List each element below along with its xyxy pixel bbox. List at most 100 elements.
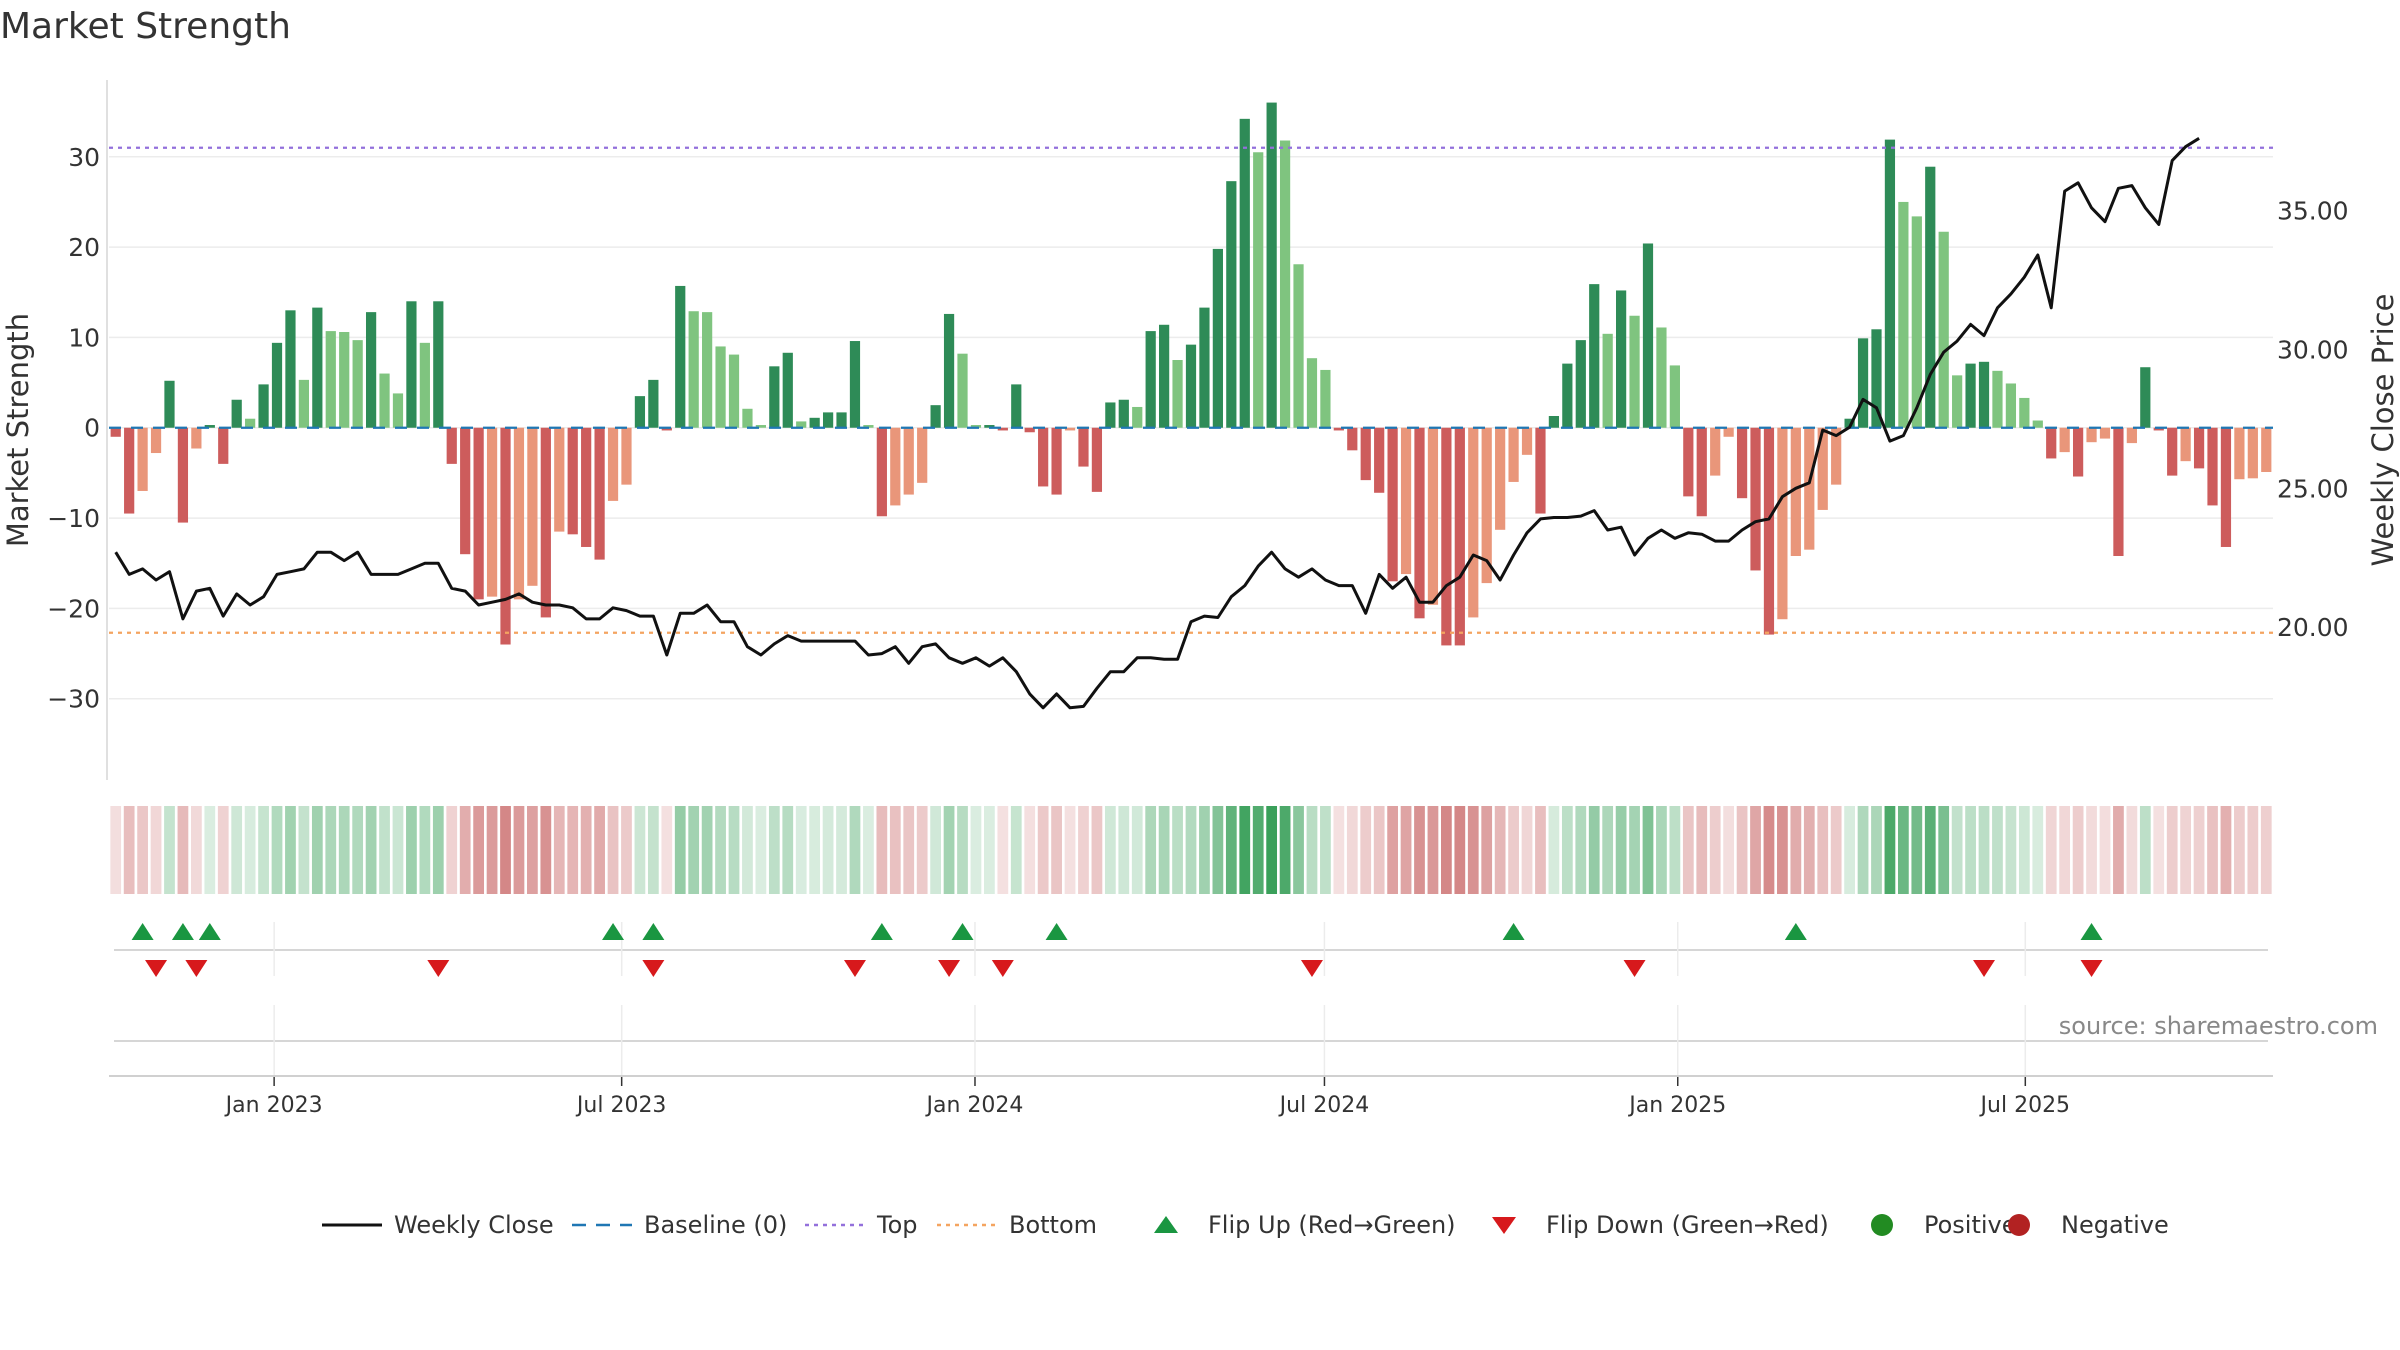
strength-bar	[1374, 427, 1385, 493]
right-tick-label: 35.00	[2277, 197, 2349, 226]
flip-down-marker	[2080, 960, 2103, 977]
heat-cell	[984, 806, 995, 894]
strength-bar	[957, 353, 968, 428]
strength-bar	[218, 427, 229, 464]
legend-triangle-down-icon	[1492, 1217, 1516, 1234]
heat-cell	[1978, 806, 1990, 894]
strength-bar	[2046, 427, 2057, 459]
strength-bar	[1400, 427, 1412, 575]
strength-bar	[2261, 427, 2272, 472]
flip-up-marker	[602, 923, 625, 940]
source-note: source: sharemaestro.com	[2058, 1012, 2378, 1040]
heat-cell	[1723, 806, 1735, 894]
strength-bar	[1266, 102, 1277, 428]
strength-bar	[1495, 427, 1506, 530]
strength-bar	[715, 346, 726, 428]
strength-bar	[1575, 340, 1586, 428]
right-axis-title: Weekly Close Price	[2366, 294, 2400, 567]
strength-bar	[1790, 427, 1801, 556]
date-tick-label: Jan 2023	[224, 1093, 323, 1118]
strength-bar	[1239, 118, 1250, 428]
heat-cell	[2086, 806, 2097, 894]
strength-bar	[1306, 358, 1318, 428]
heat-cell	[2180, 806, 2192, 894]
strength-bar	[177, 427, 189, 523]
strength-bar	[352, 340, 363, 428]
strength-bar	[1844, 418, 1855, 428]
strength-bar	[1024, 427, 1035, 433]
heat-cell	[2113, 806, 2124, 894]
heat-cell	[1750, 806, 1761, 894]
flip-down-marker	[1973, 960, 1996, 977]
heat-cell	[1656, 806, 1667, 894]
strength-bar	[1978, 361, 1990, 428]
legend-symbol	[937, 1223, 997, 1227]
strength-bar	[1763, 427, 1775, 635]
heat-cell	[244, 806, 256, 894]
strength-bar	[339, 332, 350, 428]
heat-cell	[688, 806, 700, 894]
legend: Weekly Close Baseline (0) Top Bottom Flip Up…	[0, 1205, 2400, 1245]
strength-bar	[903, 427, 914, 495]
reference-lines	[109, 146, 2273, 634]
heat-cell	[876, 806, 888, 894]
heat-cell	[755, 806, 767, 894]
heat-cell	[2018, 806, 2030, 894]
heat-cell	[728, 806, 740, 894]
heat-cell	[1225, 806, 1237, 894]
heat-cell	[392, 806, 404, 894]
flip-down-marker	[938, 960, 961, 977]
chart-title: Market Strength	[0, 6, 291, 47]
legend-positive-dot-icon	[1871, 1214, 1893, 1236]
heat-cell	[2247, 806, 2259, 894]
heat-cell	[338, 806, 350, 894]
strength-bar	[849, 341, 861, 428]
strength-bar	[2234, 427, 2245, 480]
strength-bar	[2126, 427, 2137, 444]
heat-cell	[2072, 806, 2084, 894]
strength-bar	[890, 427, 901, 506]
heat-cell	[2207, 806, 2218, 894]
strength-bar	[204, 425, 215, 428]
strength-bar	[325, 331, 336, 428]
heat-cell	[1790, 806, 1802, 894]
strength-bar	[2032, 420, 2043, 428]
legend-symbol	[2008, 1214, 2030, 1236]
strength-bar	[876, 427, 887, 517]
heat-cell	[446, 806, 458, 894]
heat-cell	[567, 806, 579, 894]
strength-bar	[1441, 427, 1452, 646]
strength-bar	[1038, 427, 1049, 487]
strength-bar	[1011, 384, 1022, 428]
strength-bar	[1159, 324, 1170, 428]
heat-cell	[1387, 806, 1398, 894]
left-tick-label: −20	[47, 594, 100, 623]
strength-bar	[1884, 139, 1896, 428]
strength-bar	[1750, 427, 1761, 571]
strength-bar	[822, 412, 834, 428]
heat-cell	[1346, 806, 1358, 894]
heat-cell	[1992, 806, 2003, 894]
flip-down-marker	[642, 960, 665, 977]
strength-bar	[2180, 427, 2191, 462]
strength-bar	[164, 380, 175, 428]
strength-bar	[150, 427, 162, 454]
heat-cell	[1064, 806, 1076, 894]
strength-bar	[1091, 427, 1103, 492]
legend-label: Weekly Close	[394, 1211, 554, 1239]
heat-cell	[1561, 806, 1573, 894]
flip-up-marker	[131, 923, 154, 940]
heat-cell	[1481, 806, 1493, 894]
strength-bar	[298, 379, 310, 428]
strength-bar	[2113, 427, 2124, 556]
date-tick-label: Jul 2023	[575, 1093, 667, 1118]
heat-cell	[1010, 806, 1022, 894]
strength-bar	[1253, 152, 1264, 428]
strength-bar	[1777, 427, 1788, 620]
heat-cell	[2153, 806, 2165, 894]
strength-bar	[1481, 427, 1492, 584]
strength-bar	[285, 310, 296, 428]
strength-bar	[1078, 427, 1089, 467]
left-tick-label: 30	[68, 143, 100, 172]
strength-bar	[594, 427, 605, 560]
